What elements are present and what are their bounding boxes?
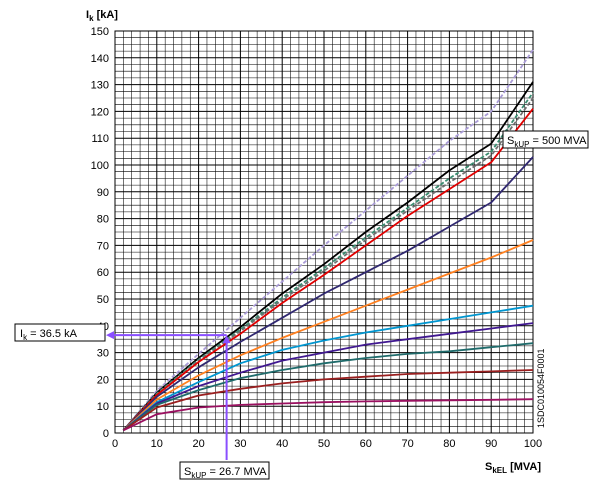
- x-tick-label: 40: [276, 438, 288, 450]
- x-tick-label: 80: [443, 438, 455, 450]
- ik-callout-box: [14, 323, 106, 342]
- skup500-callout-box: [502, 130, 589, 149]
- series-line-8: [122, 304, 534, 431]
- x-tick-label: 30: [234, 438, 246, 450]
- y-tick-label: 20: [97, 374, 109, 386]
- skup500-callout-label: SkUP = 500 MVA: [507, 135, 587, 149]
- x-tick-label: 20: [192, 438, 204, 450]
- series-line-7: [122, 239, 534, 431]
- x-tick-label: 50: [318, 438, 330, 450]
- series-group: [122, 49, 534, 432]
- y-tick-label: 140: [91, 53, 109, 65]
- skup-callout-box: [179, 461, 270, 480]
- grid: [114, 30, 534, 434]
- y-tick-label: 130: [91, 80, 109, 92]
- y-tick-label: 150: [91, 26, 109, 38]
- x-axis-title: SkEL [MVA]: [485, 461, 541, 475]
- ik-callout-label: Ik = 36.5 kA: [20, 328, 78, 342]
- y-tick-label: 30: [97, 348, 109, 360]
- series-line-10: [122, 342, 534, 432]
- series-line-6: [122, 156, 534, 431]
- series-line-2: [122, 81, 534, 431]
- y-tick-label: 70: [97, 240, 109, 252]
- series-line-5: [122, 108, 534, 431]
- y-tick-label: 80: [97, 214, 109, 226]
- skup-arrowhead: [222, 335, 231, 344]
- x-tick-label: 90: [485, 438, 497, 450]
- x-tick-label: 70: [401, 438, 413, 450]
- y-tick-label: 10: [97, 401, 109, 413]
- ik-arrowhead: [106, 331, 114, 340]
- skup-callout-label: SkUP = 26.7 MVA: [184, 466, 267, 480]
- series-line-12: [123, 398, 534, 432]
- document-code: 1SDC010054F0001: [536, 348, 546, 428]
- y-tick-label: 90: [97, 187, 109, 199]
- x-tick-label: 60: [360, 438, 372, 450]
- y-tick-label: 0: [103, 428, 109, 440]
- tick-labels: 0102030405060708090100010203040506070809…: [91, 26, 543, 450]
- y-tick-label: 60: [97, 267, 109, 279]
- y-axis-title: Ik [kA]: [86, 9, 118, 23]
- annotations: Ik = 36.5 kA SkUP = 26.7 MVA SkUP = 500 …: [14, 130, 589, 480]
- y-tick-label: 120: [91, 106, 109, 118]
- y-tick-label: 110: [91, 133, 109, 145]
- x-tick-label: 100: [524, 438, 542, 450]
- x-tick-label: 0: [112, 438, 118, 450]
- x-tick-label: 10: [151, 438, 163, 450]
- series-line-1: [122, 49, 534, 431]
- series-line-11: [122, 369, 534, 432]
- y-tick-label: 100: [91, 160, 109, 172]
- y-tick-label: 50: [97, 294, 109, 306]
- series-line-9: [122, 322, 534, 432]
